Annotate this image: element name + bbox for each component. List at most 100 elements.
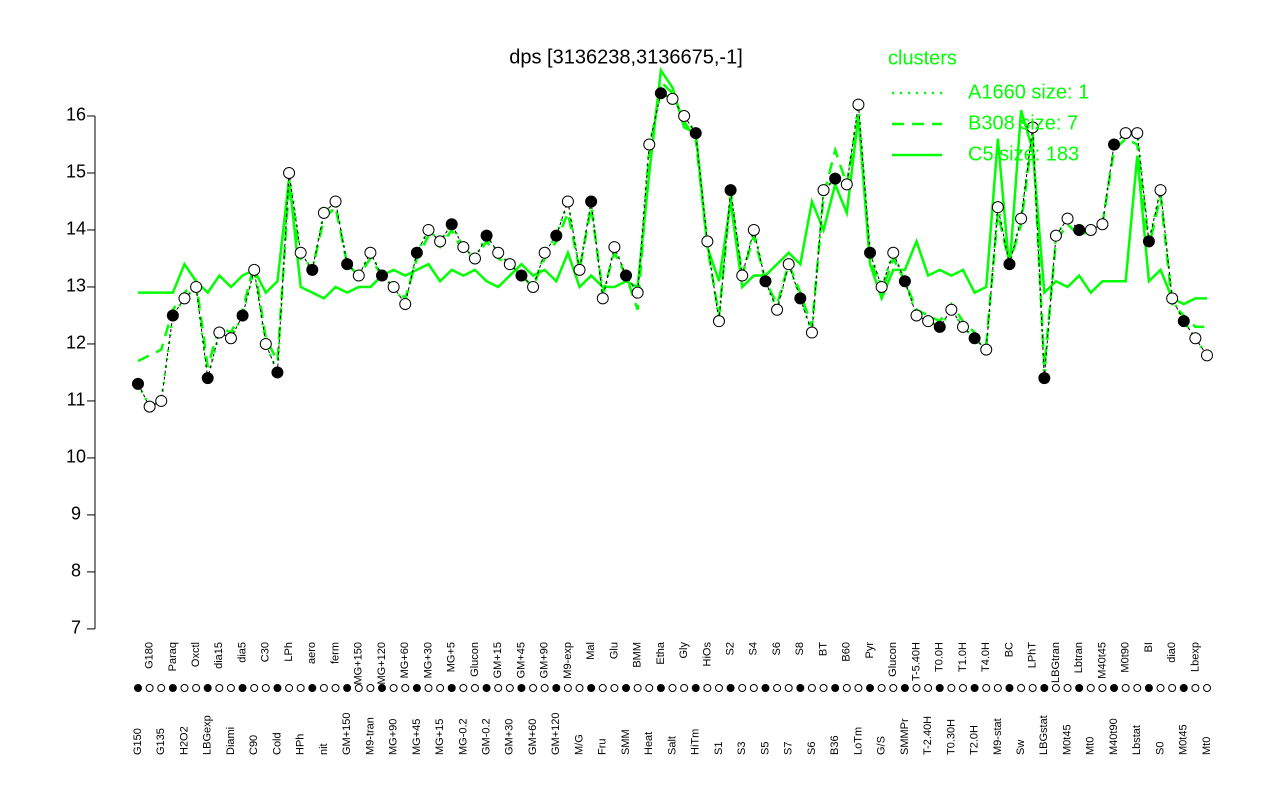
x-tick-label: GM+15 — [492, 642, 504, 678]
rug-dot — [1086, 684, 1095, 692]
rug-dot — [540, 684, 549, 692]
data-point — [620, 269, 633, 282]
rug-dot — [401, 684, 410, 692]
rug-dot — [296, 684, 305, 692]
x-tick-label: C90 — [248, 735, 260, 755]
rug-dot — [412, 684, 421, 692]
rug-dot — [261, 684, 270, 692]
x-tick-label: M9-stat — [992, 718, 1004, 755]
rug-dot — [842, 684, 851, 692]
x-tick-label: MG+30 — [422, 642, 434, 678]
data-point — [1038, 372, 1051, 385]
data-point — [608, 241, 621, 254]
y-tick-label: 10 — [66, 447, 86, 467]
data-point — [248, 263, 261, 276]
data-point — [736, 269, 749, 282]
data-point — [805, 326, 818, 339]
rug-dot — [877, 684, 886, 692]
rug-dot — [796, 684, 805, 692]
rug-dot — [831, 684, 840, 692]
data-point — [132, 377, 144, 390]
rug-dot — [819, 684, 828, 692]
x-tick-label: Glucon — [887, 642, 899, 677]
x-tick-label: Lbstat — [1131, 725, 1143, 755]
data-point — [747, 223, 760, 236]
x-tick-label: BC — [1003, 642, 1015, 657]
x-tick-label: T2.0H — [969, 725, 981, 755]
rug-dot — [900, 684, 909, 692]
rug-dot — [447, 684, 456, 692]
x-tick-label: T1.0H — [957, 642, 969, 672]
x-tick-label: M9-exp — [562, 642, 574, 679]
rug-dot — [192, 684, 201, 692]
x-tick-label: MG+45 — [411, 719, 423, 755]
rug-dot — [1179, 684, 1188, 692]
data-point — [631, 286, 644, 299]
x-tick-label: T0.0H — [934, 642, 946, 672]
rug-dot — [1098, 684, 1107, 692]
data-point — [341, 258, 354, 271]
data-point — [1084, 223, 1097, 236]
data-point — [933, 320, 946, 333]
x-tick-label: S6 — [771, 642, 783, 655]
x-tick-label: S8 — [794, 642, 806, 655]
data-point — [445, 218, 458, 231]
x-tick-label: GM+150 — [341, 713, 353, 756]
y-tick-label: 13 — [66, 276, 86, 296]
x-tick-label: M0t90 — [1120, 642, 1132, 673]
x-tick-label: Glucon — [469, 642, 481, 677]
rug-dot — [947, 684, 956, 692]
x-tick-label: dia5 — [236, 642, 248, 663]
data-point — [864, 246, 877, 259]
data-point — [1177, 315, 1190, 328]
rug-dot — [773, 684, 782, 692]
data-point — [178, 292, 191, 305]
cluster-line — [138, 66, 1207, 306]
rug-dot — [1156, 684, 1165, 692]
x-tick-label: M0t45 — [1178, 724, 1190, 755]
rug-dot — [378, 684, 387, 692]
x-tick-label: MG+120 — [376, 642, 388, 685]
data-point — [817, 184, 830, 197]
data-point — [840, 178, 853, 191]
x-tick-label: MG+15 — [434, 719, 446, 755]
data-point — [352, 269, 365, 282]
rug-dot — [645, 684, 654, 692]
data-point — [1003, 258, 1016, 271]
rug-dot — [1028, 684, 1037, 692]
x-tick-label: S0 — [1154, 742, 1166, 755]
rug-dot — [622, 684, 631, 692]
x-tick-label: H2O2 — [178, 726, 190, 755]
data-point — [155, 394, 168, 407]
x-tick-label: HPh — [295, 734, 307, 755]
data-point — [1189, 332, 1202, 345]
data-point — [910, 309, 923, 322]
data-point — [678, 109, 691, 122]
rug-dot — [633, 684, 642, 692]
x-tick-label: C30 — [260, 642, 272, 662]
data-point — [550, 229, 563, 242]
legend-label: A1660 size: 1 — [968, 81, 1089, 103]
rug-dot — [924, 684, 933, 692]
data-point — [1096, 218, 1109, 231]
rug-dot — [958, 684, 967, 692]
rug-dot — [1121, 684, 1130, 692]
data-point — [887, 246, 900, 259]
data-point — [329, 195, 342, 208]
x-tick-label: MG+5 — [446, 642, 458, 672]
rug-dot — [1110, 684, 1119, 692]
data-point — [376, 269, 389, 282]
data-point — [236, 309, 249, 322]
data-point — [422, 223, 435, 236]
x-tick-label: Oxctl — [190, 642, 202, 667]
rug-dot — [215, 684, 224, 692]
x-tick-label: Glu — [608, 642, 620, 659]
rug-dot — [366, 684, 375, 692]
data-point — [898, 275, 911, 288]
rug-dot — [738, 684, 747, 692]
rug-dot — [250, 684, 259, 692]
x-tick-label: Diami — [225, 727, 237, 755]
rug-dot — [273, 684, 282, 692]
rug-dot — [807, 684, 816, 692]
data-point — [922, 315, 935, 328]
